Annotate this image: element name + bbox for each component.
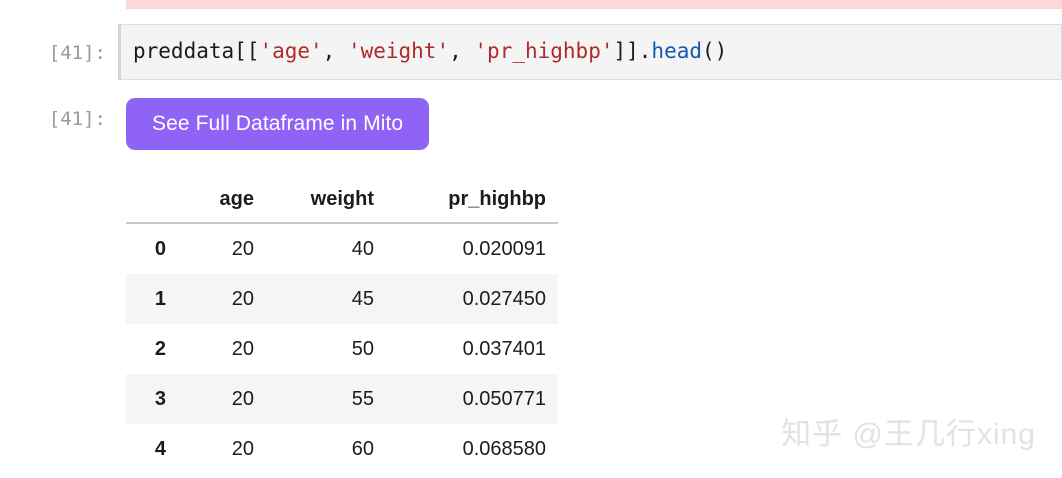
code-editor[interactable]: preddata[['age', 'weight', 'pr_highbp']]… — [118, 24, 1062, 80]
table-row: 0 20 40 0.020091 — [126, 223, 558, 274]
code-token-string-weight: 'weight' — [347, 39, 450, 63]
table-row: 2 20 50 0.037401 — [126, 324, 558, 374]
cell-age: 20 — [231, 288, 254, 310]
row-index: 0 — [154, 238, 166, 260]
input-prompt-label: [41]: — [48, 42, 106, 64]
cell-weight: 45 — [351, 288, 374, 310]
cell-weight: 60 — [351, 438, 374, 460]
previous-cell-band — [126, 0, 1062, 9]
cell-age: 20 — [231, 238, 254, 260]
dataframe-header-row: age weight pr_highbp — [126, 174, 558, 223]
cell-pr-highbp: 0.037401 — [462, 338, 546, 360]
see-full-dataframe-in-mito-button[interactable]: See Full Dataframe in Mito — [126, 98, 430, 150]
code-token-string-age: 'age' — [259, 39, 323, 63]
cell-age: 20 — [231, 388, 254, 410]
dataframe-body: 0 20 40 0.020091 1 20 45 0.027450 2 20 — [126, 223, 558, 474]
cell-weight: 40 — [351, 238, 374, 260]
code-token-comma-1: , — [322, 39, 348, 63]
row-index: 3 — [154, 388, 166, 410]
column-header-weight: weight — [310, 188, 374, 210]
table-row: 4 20 60 0.068580 — [126, 424, 558, 474]
cell-age: 20 — [231, 338, 254, 360]
code-token-string-pr-highbp: 'pr_highbp' — [474, 39, 614, 63]
cell-pr-highbp: 0.027450 — [462, 288, 546, 310]
row-index: 4 — [154, 438, 166, 460]
cell-pr-highbp: 0.050771 — [462, 388, 546, 410]
output-body: See Full Dataframe in Mito age weight pr… — [118, 92, 1062, 474]
code-token-function-head: head — [651, 39, 702, 63]
dataframe-header: age weight pr_highbp — [126, 174, 558, 223]
notebook-output-cell: [41]: See Full Dataframe in Mito age wei… — [0, 92, 1062, 474]
cell-weight: 55 — [351, 388, 374, 410]
table-row: 1 20 45 0.027450 — [126, 274, 558, 324]
code-line[interactable]: preddata[['age', 'weight', 'pr_highbp']]… — [133, 37, 1051, 65]
column-header-pr-highbp: pr_highbp — [448, 188, 546, 210]
watermark: 知乎 @王几行xing — [781, 418, 1036, 451]
code-token-plain: preddata[[ — [133, 39, 260, 63]
row-index: 2 — [154, 338, 166, 360]
dataframe-output: age weight pr_highbp 0 20 40 0.020091 1 … — [126, 174, 1062, 474]
column-header-age: age — [219, 188, 254, 210]
code-token-brackets-dot: ]]. — [613, 39, 652, 63]
cell-pr-highbp: 0.020091 — [462, 238, 546, 260]
column-header-index — [126, 174, 166, 223]
row-index: 1 — [154, 288, 166, 310]
notebook-input-cell: [41]: preddata[['age', 'weight', 'pr_hig… — [0, 24, 1062, 80]
code-token-comma-2: , — [449, 39, 475, 63]
cell-pr-highbp: 0.068580 — [462, 438, 546, 460]
cell-weight: 50 — [351, 338, 374, 360]
code-token-parens: () — [702, 39, 728, 63]
output-prompt-label: [41]: — [48, 108, 106, 130]
cell-age: 20 — [231, 438, 254, 460]
table-row: 3 20 55 0.050771 — [126, 374, 558, 424]
dataframe-table: age weight pr_highbp 0 20 40 0.020091 1 … — [126, 174, 558, 474]
